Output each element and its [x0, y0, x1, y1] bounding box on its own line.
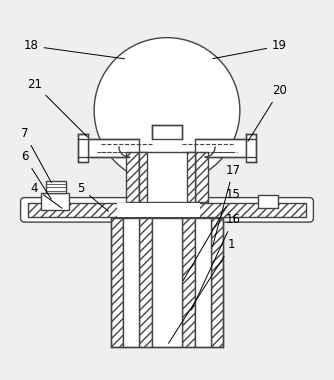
Text: 20: 20 — [248, 84, 287, 141]
Text: 18: 18 — [24, 40, 125, 59]
Bar — [182, 218, 195, 347]
Bar — [258, 195, 278, 208]
Bar — [152, 125, 182, 139]
Bar — [126, 152, 139, 202]
Circle shape — [94, 38, 240, 184]
Bar — [139, 152, 195, 202]
Bar — [88, 139, 139, 157]
Bar — [41, 193, 69, 210]
Text: 4: 4 — [31, 182, 62, 208]
Bar — [195, 139, 246, 157]
Text: 15: 15 — [183, 188, 241, 280]
Bar — [139, 218, 152, 347]
Bar — [117, 203, 200, 217]
Text: 19: 19 — [213, 40, 287, 59]
Text: 1: 1 — [168, 238, 235, 344]
Bar — [123, 218, 139, 347]
Text: 6: 6 — [21, 150, 51, 199]
Bar — [246, 134, 257, 162]
Bar — [187, 152, 195, 202]
Bar — [211, 218, 223, 347]
Bar — [28, 203, 306, 217]
Text: 17: 17 — [212, 164, 241, 247]
Bar — [77, 134, 88, 162]
Text: 5: 5 — [77, 182, 109, 211]
FancyBboxPatch shape — [21, 198, 313, 222]
Bar — [152, 218, 182, 347]
Text: 21: 21 — [27, 78, 87, 137]
Text: 16: 16 — [191, 213, 241, 310]
Bar — [111, 218, 123, 347]
Text: 7: 7 — [21, 127, 51, 183]
Bar — [195, 218, 211, 347]
Bar — [46, 181, 66, 193]
Bar — [139, 152, 147, 202]
Bar — [195, 152, 208, 202]
